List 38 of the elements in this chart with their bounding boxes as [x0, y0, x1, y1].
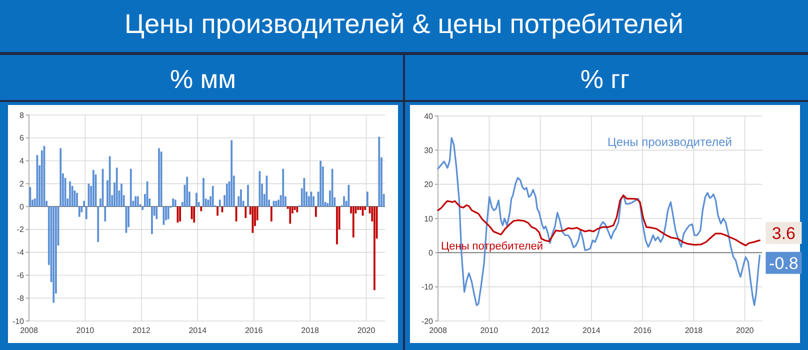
- y-tick-label: 40: [424, 112, 434, 121]
- y-tick-label: -10: [421, 282, 434, 292]
- x-tick-label: 2012: [531, 326, 550, 335]
- y-tick-label: 20: [424, 180, 434, 190]
- y-tick-label: 2: [20, 179, 25, 188]
- y-tick-label: 30: [424, 146, 434, 155]
- annotation: -0.8: [769, 254, 798, 274]
- x-tick-label: 2008: [429, 326, 448, 335]
- y-tick-label: 4: [20, 156, 25, 166]
- y-tick-label: -2: [16, 225, 25, 234]
- annotation: 3.6: [772, 224, 796, 244]
- y-tick-label: 0: [20, 202, 25, 212]
- x-tick-label: 2014: [582, 326, 601, 335]
- y-tick-label: 6: [20, 134, 25, 143]
- chart-subtitle: % мм: [170, 64, 236, 94]
- x-tick-label: 2016: [634, 326, 652, 335]
- x-tick-label: 2008: [20, 326, 38, 335]
- y-tick-label: 0: [428, 248, 434, 258]
- x-tick-label: 2020: [357, 326, 376, 335]
- x-tick-label: 2010: [480, 326, 499, 335]
- y-tick-label: 10: [424, 214, 434, 224]
- x-tick-label: 2018: [684, 326, 704, 335]
- x-tick-label: 2010: [76, 326, 95, 335]
- x-tick-label: 2018: [301, 326, 320, 335]
- text: Цены производителей: [607, 135, 732, 149]
- y-tick-label: -4: [16, 248, 25, 258]
- y-tick-label: 8: [20, 110, 25, 120]
- y-tick-label: -8: [16, 294, 25, 303]
- chart-title: Цены производителей & цены потребителей: [124, 9, 684, 39]
- chart-subtitle: % гг: [580, 64, 630, 94]
- x-tick-label: 2016: [244, 326, 264, 335]
- x-tick-label: 2014: [188, 326, 208, 335]
- x-tick-label: 2012: [132, 326, 151, 335]
- line-series: [437, 137, 760, 306]
- y-tick-label: -6: [16, 271, 25, 280]
- y-tick-label: -10: [12, 316, 25, 326]
- x-tick-label: 2020: [736, 326, 754, 335]
- y-tick-label: -20: [421, 316, 434, 326]
